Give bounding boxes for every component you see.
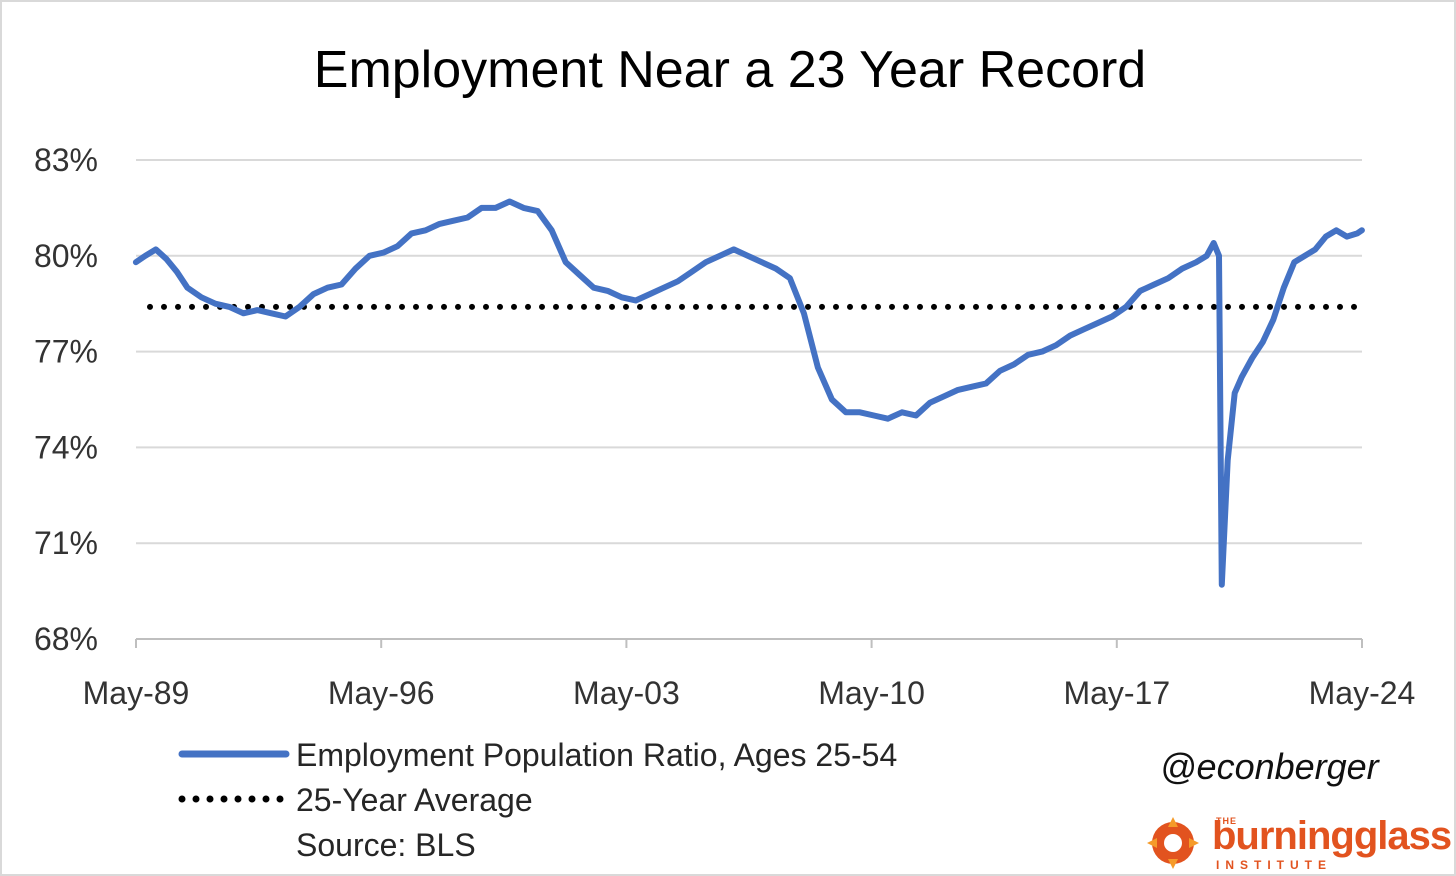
brand-sub: INSTITUTE [1216,858,1332,872]
x-tick-label: May-89 [83,675,190,711]
x-axis: May-89 May-96 May-03 May-10 May-17 May-24 [83,638,1416,711]
legend-label-ratio: Employment Population Ratio, Ages 25-54 [296,737,897,773]
brand-logo-icon [1147,817,1199,869]
series-line-employment-ratio [132,198,1365,588]
y-axis-ticks: 83% 80% 77% 74% 71% 68% [34,142,98,657]
source-note: Source: BLS [296,827,476,863]
series-layer [132,198,1365,588]
y-tick-label: 74% [34,429,98,465]
y-tick-label: 83% [34,142,98,178]
legend-label-average: 25-Year Average [296,782,533,818]
brand-name: burningglass [1212,814,1452,858]
x-tick-label: May-96 [328,675,435,711]
x-tick-label: May-10 [818,675,925,711]
x-tick-label: May-24 [1309,675,1416,711]
chart-title: Employment Near a 23 Year Record [313,41,1147,99]
y-tick-label: 77% [34,334,98,370]
y-tick-label: 80% [34,238,98,274]
x-tick-label: May-03 [573,675,680,711]
x-tick-label: May-17 [1063,675,1170,711]
brand-logo: THE burningglass INSTITUTE [1148,814,1452,874]
y-tick-label: 71% [34,525,98,561]
author-handle: @econberger [1160,746,1379,787]
gridlines [136,159,1362,545]
y-tick-label: 68% [34,621,98,657]
legend: Employment Population Ratio, Ages 25-54 … [178,737,897,863]
brand-the: THE [1216,816,1237,826]
